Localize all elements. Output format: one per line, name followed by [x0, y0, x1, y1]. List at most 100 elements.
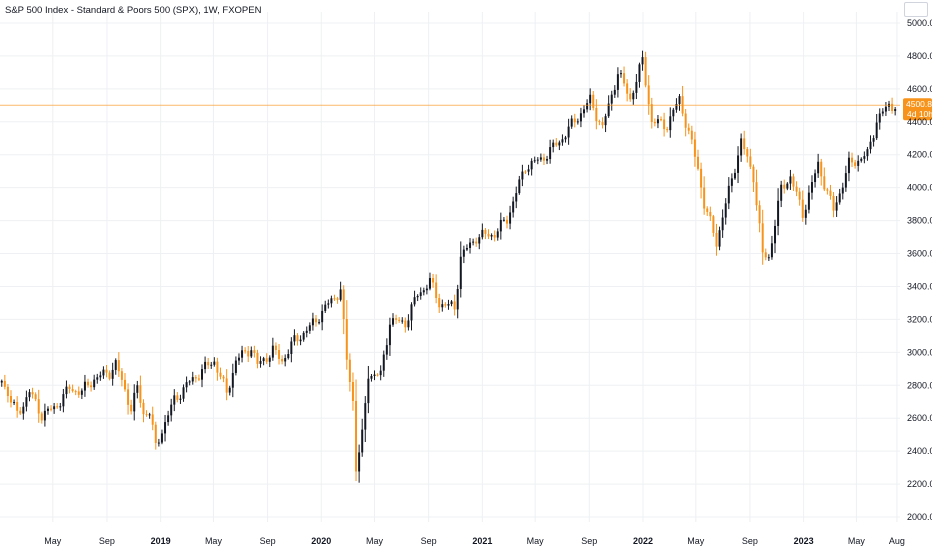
candle-body: [835, 202, 838, 211]
candle-down: [573, 113, 576, 128]
candle-body: [127, 389, 130, 405]
candle-body: [814, 173, 817, 183]
candle-body: [740, 138, 743, 156]
candle-body: [65, 386, 68, 395]
candle-down: [117, 352, 120, 377]
x-tick-label: 2019: [151, 536, 171, 546]
candle-up: [401, 317, 404, 324]
candle-up: [191, 371, 194, 385]
candle-body: [244, 350, 247, 352]
candle-down: [216, 357, 219, 381]
candle-up: [604, 113, 607, 133]
candle-body: [388, 324, 391, 346]
candle-down: [376, 373, 379, 377]
candle-down: [16, 396, 19, 418]
candle-up: [361, 418, 364, 457]
candle-up: [456, 284, 459, 319]
candle-down: [348, 353, 351, 392]
candle-down: [755, 169, 758, 211]
candle-body: [419, 292, 422, 296]
candle-up: [567, 118, 570, 145]
candle-body: [469, 242, 472, 248]
candle-body: [804, 209, 807, 218]
candle-down: [601, 117, 604, 129]
candle-body: [157, 442, 160, 444]
candle-body: [684, 113, 687, 128]
candle-down: [296, 333, 299, 346]
candle-body: [50, 408, 53, 410]
candle-up: [512, 196, 515, 218]
candle-down: [123, 373, 126, 392]
candle-body: [201, 369, 204, 380]
candle-up: [25, 390, 28, 412]
candle-body: [626, 83, 629, 94]
candle-body: [570, 118, 573, 127]
candle-body: [527, 169, 530, 172]
candle-down: [795, 181, 798, 197]
candle-body: [62, 394, 65, 407]
candle-body: [46, 408, 49, 411]
candle-down: [154, 421, 157, 450]
candle-up: [324, 300, 327, 314]
candle-body: [860, 158, 863, 161]
candle-down: [712, 214, 715, 237]
candle-up: [305, 326, 308, 338]
candle-up: [872, 135, 875, 147]
candle-up: [672, 107, 675, 122]
candle-body: [623, 73, 626, 84]
candle-down: [598, 119, 601, 126]
candle-down: [752, 164, 755, 192]
candle-body: [672, 109, 675, 117]
candle-down: [120, 368, 123, 387]
candle-body: [308, 325, 311, 331]
candle-down: [891, 97, 894, 114]
candle-down: [493, 230, 496, 242]
candle-up: [364, 396, 367, 442]
candle-down: [709, 206, 712, 222]
candle-down: [31, 387, 34, 399]
time-axis[interactable]: May Sep 2019 May Sep 2020 May Sep 2021 May Sep 2022…: [44, 536, 905, 546]
candle-up: [441, 299, 444, 312]
candle-body: [530, 160, 533, 170]
candle-up: [379, 365, 382, 381]
y-tick-label: 3000.0: [907, 347, 932, 357]
candle-up: [478, 234, 481, 250]
candle-down: [176, 392, 179, 403]
candle-up: [583, 105, 586, 118]
candle-body: [392, 318, 395, 325]
candle-body: [595, 107, 598, 122]
candle-body: [857, 160, 860, 166]
candle-body: [598, 121, 601, 123]
candle-up: [422, 287, 425, 296]
candle-up: [53, 402, 56, 414]
y-tick-label: 3400.0: [907, 281, 932, 291]
candle-down: [484, 228, 487, 240]
candle-body: [881, 111, 884, 114]
candle-body: [462, 249, 465, 257]
candle-body: [241, 350, 244, 358]
candle-up: [327, 299, 330, 309]
candle-body: [148, 414, 151, 416]
candle-down: [351, 372, 354, 411]
candle-body: [90, 385, 93, 388]
candle-body: [629, 93, 632, 100]
candle-up: [284, 354, 287, 367]
candle-up: [835, 196, 838, 217]
candle-body: [644, 57, 647, 86]
candle-up: [370, 373, 373, 382]
price-axis[interactable]: 2000.0 2200.0 2400.0 2600.0 2800.0 3000.0 3200…: [907, 18, 932, 522]
candle-body: [179, 398, 182, 400]
candle-body: [490, 235, 493, 237]
candle-body: [647, 85, 650, 105]
candle-body: [459, 256, 462, 289]
candle-body: [40, 413, 43, 421]
candle-up: [502, 217, 505, 222]
candle-up: [786, 182, 789, 191]
candle-body: [749, 156, 752, 167]
candle-body: [237, 357, 240, 361]
candle-body: [607, 103, 610, 117]
candle-body: [355, 400, 358, 472]
chart-settings-button[interactable]: [904, 2, 928, 17]
candle-body: [730, 178, 733, 186]
